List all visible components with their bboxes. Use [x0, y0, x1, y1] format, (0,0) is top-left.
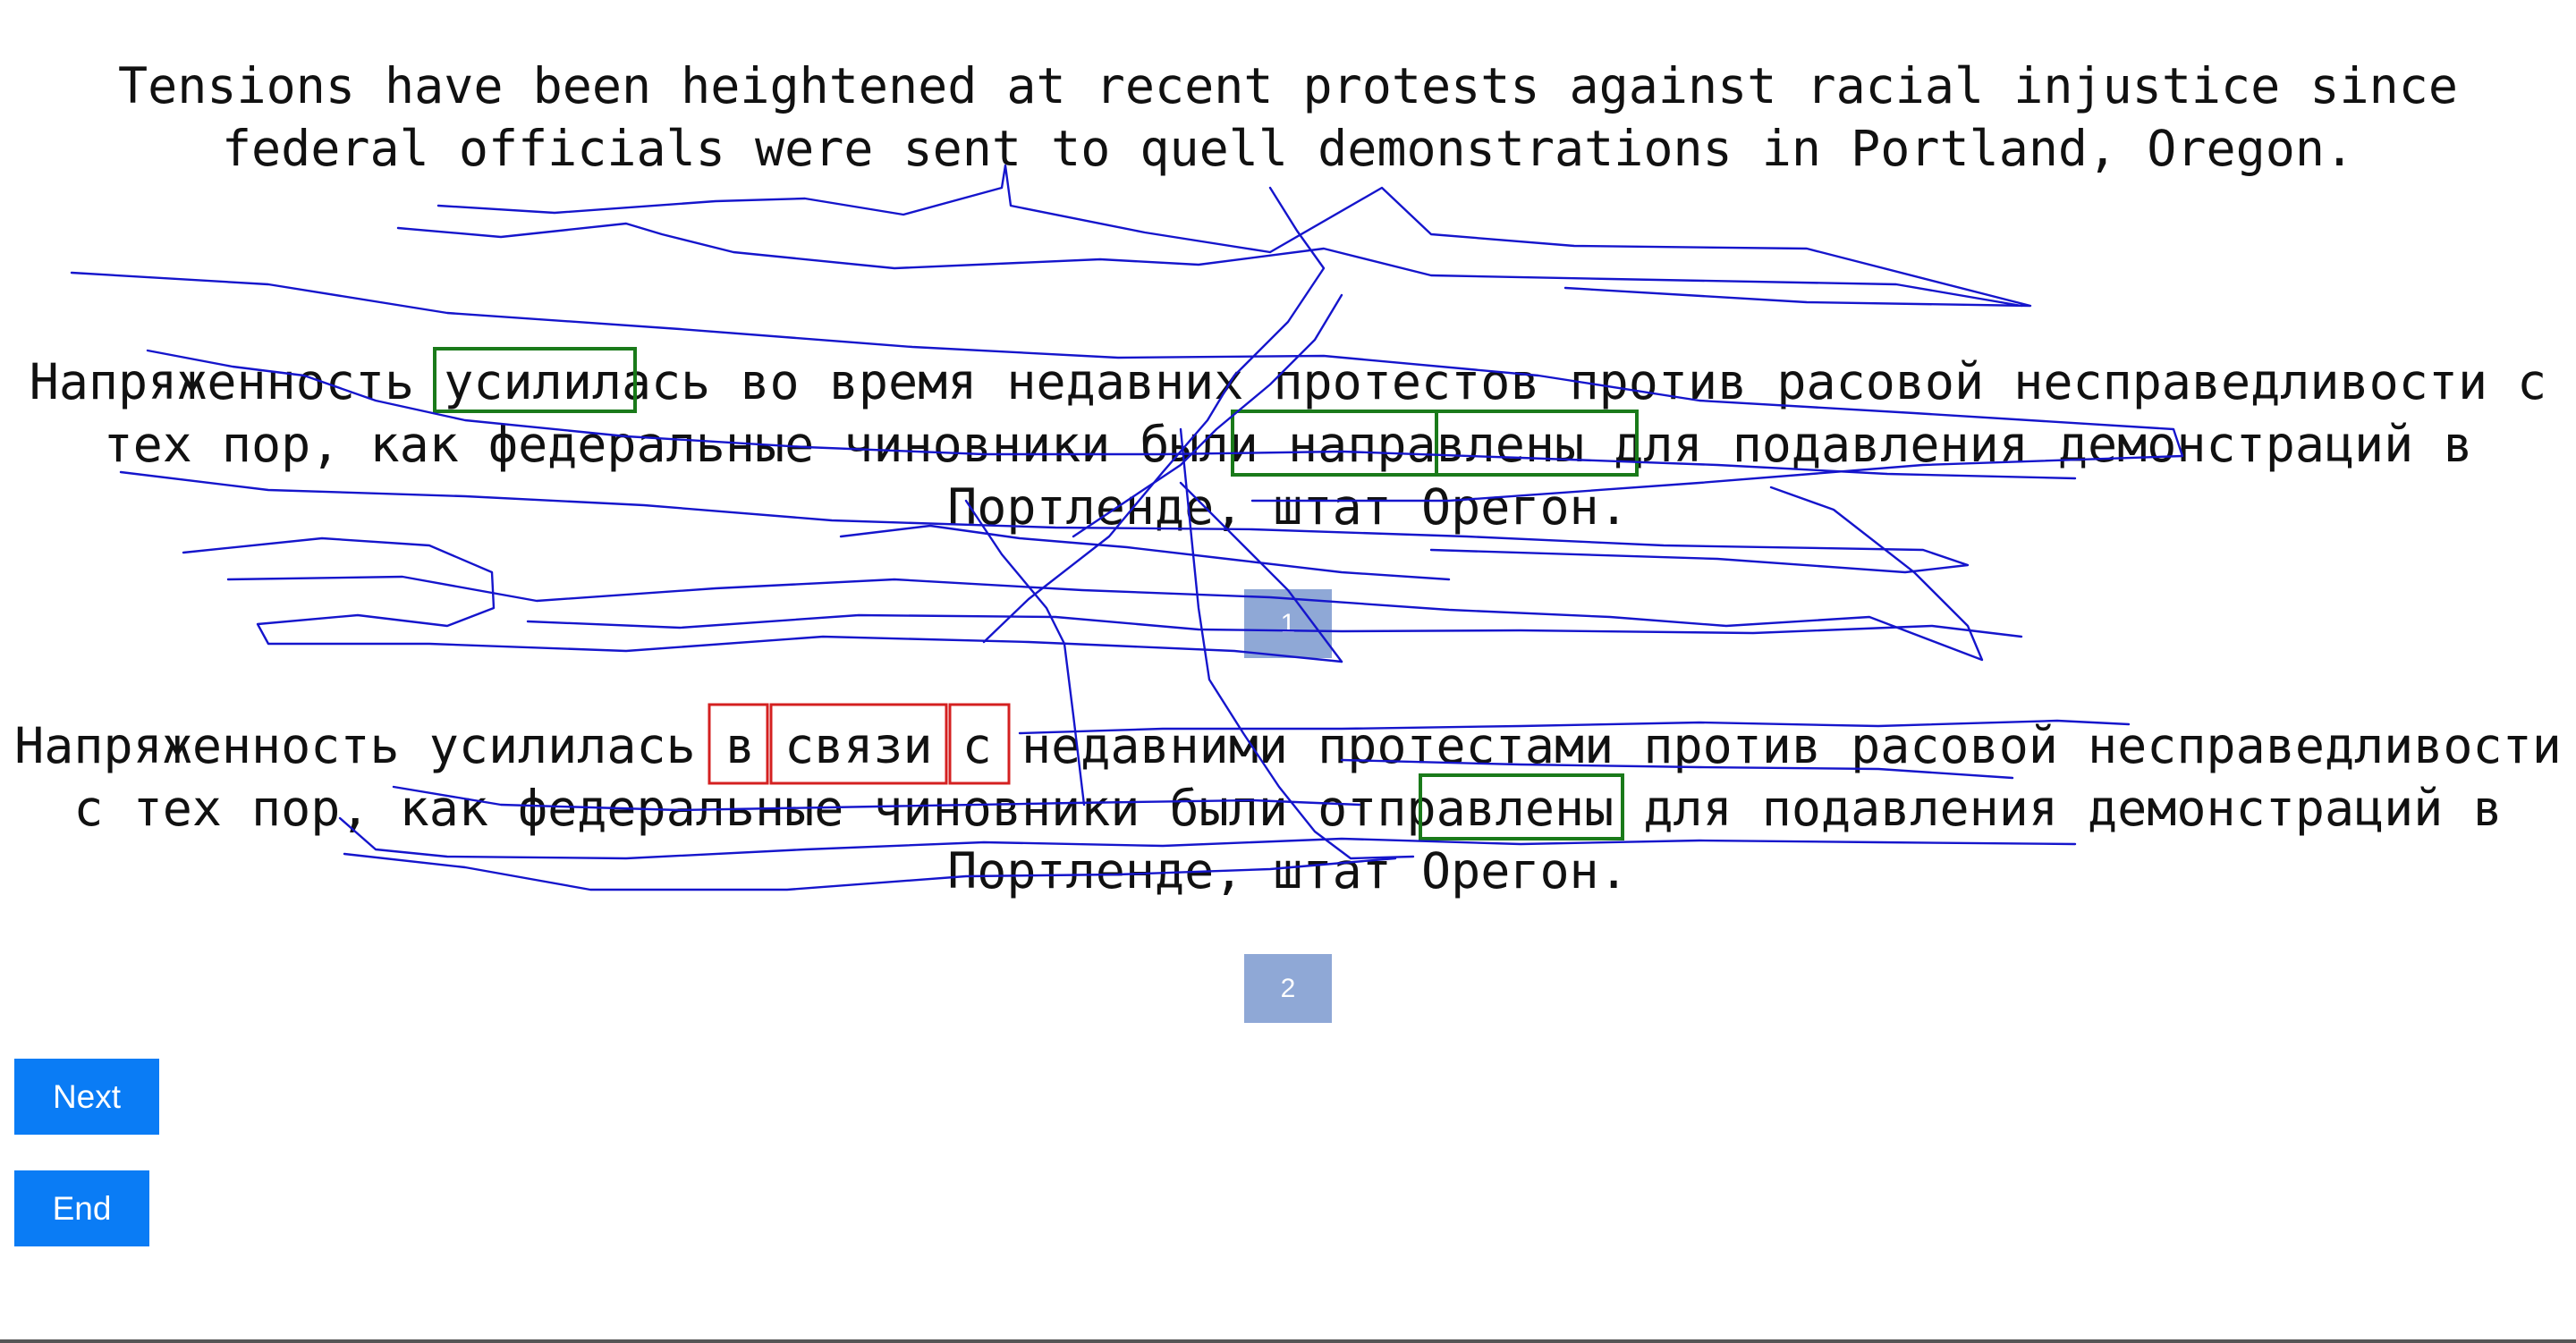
- gaze-trace: [182, 536, 1343, 663]
- translation-2-line-2: с тех пор, как федеральные чиновники был…: [73, 780, 2503, 837]
- end-button[interactable]: End: [14, 1170, 149, 1246]
- translation-2: Напряженность усилилась в связи с недавн…: [0, 714, 2576, 902]
- translation-1-line-2: тех пор, как федеральные чиновники были …: [103, 416, 2473, 473]
- source-line-1: Tensions have been heightened at recent …: [118, 57, 2458, 114]
- source-line-2: federal officials were sent to quell dem…: [221, 120, 2355, 177]
- translation-1-line-1: Напряженность усилилась во время недавни…: [29, 353, 2547, 410]
- bottom-divider: [0, 1339, 2576, 1343]
- gaze-trace: [436, 164, 2032, 308]
- translation-2-line-3: Портленде, штат Орегон.: [947, 842, 1629, 900]
- select-translation-1-button[interactable]: 1: [1244, 589, 1332, 658]
- translation-2-line-1: Напряженность усилилась в связи с недавн…: [14, 717, 2562, 774]
- next-button[interactable]: Next: [14, 1059, 159, 1135]
- translation-1: Напряженность усилилась во время недавни…: [0, 351, 2576, 538]
- source-sentence: Tensions have been heightened at recent …: [0, 55, 2576, 180]
- translation-1-line-3: Портленде, штат Орегон.: [947, 478, 1629, 536]
- select-translation-2-button[interactable]: 2: [1244, 954, 1332, 1023]
- gaze-trace: [396, 222, 2023, 308]
